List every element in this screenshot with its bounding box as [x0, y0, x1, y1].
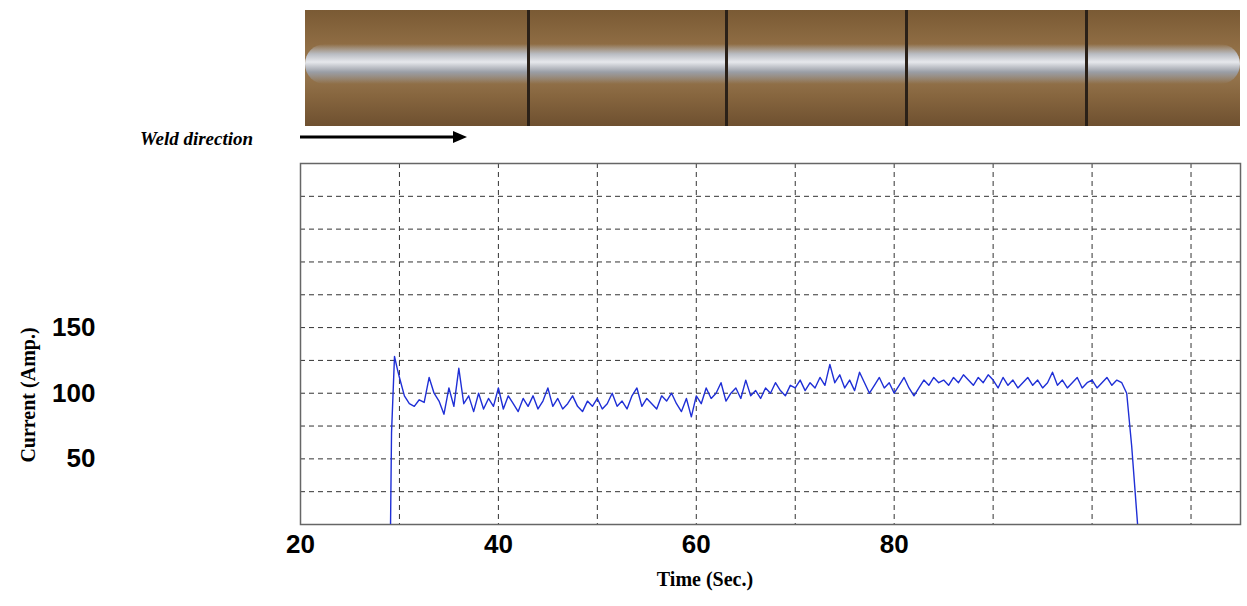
svg-text:80: 80	[880, 529, 909, 559]
html-text:Time (Sec.): Time (Sec.)	[656, 568, 754, 590]
svg-text:50: 50	[67, 443, 96, 473]
svg-text:150: 150	[52, 312, 95, 342]
svg-text:20: 20	[286, 529, 315, 559]
html-text:Current (Amp.): Current (Amp.)	[16, 327, 39, 463]
svg-text:40: 40	[484, 529, 513, 559]
svg-text:100: 100	[52, 378, 95, 408]
html-text:Weld direction: Weld direction	[140, 128, 254, 149]
svg-text:60: 60	[682, 529, 711, 559]
